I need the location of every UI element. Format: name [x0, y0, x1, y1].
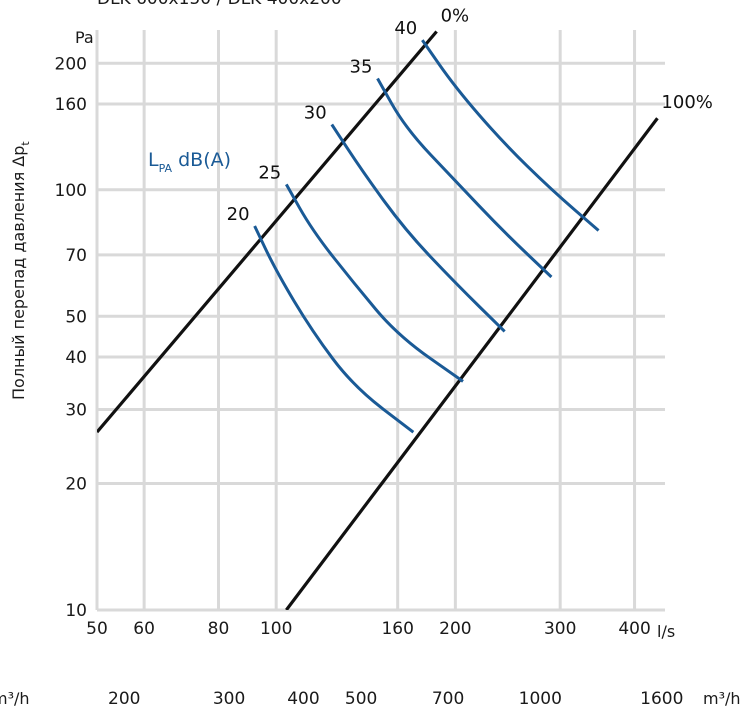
- grid: [95, 30, 665, 612]
- y-tick-label: 70: [65, 246, 87, 266]
- x-tick-label: 160: [381, 619, 413, 639]
- y-axis-label-main: Полный перепад давления Δp: [9, 146, 28, 400]
- series-label: 20: [227, 204, 250, 225]
- y-unit-label: Pa: [75, 28, 94, 47]
- y-axis-label-sub: t: [19, 141, 32, 146]
- series-label: 40: [394, 18, 417, 39]
- x-tick-label: 50: [86, 619, 108, 639]
- damper-line: [97, 30, 438, 434]
- series-line: [330, 123, 506, 333]
- y-tick-label: 30: [65, 401, 87, 421]
- x2-tick-label: 300: [213, 689, 245, 709]
- x2-tick-label: 700: [432, 689, 464, 709]
- x-tick-label: 60: [133, 619, 155, 639]
- damper-label: 0%: [441, 6, 470, 27]
- series-line: [253, 225, 415, 434]
- x2-unit-label-left: m³/h: [0, 689, 30, 708]
- chart-title: DLK 600x150 / DLK 400x200: [97, 0, 342, 9]
- x-unit-label: l/s: [657, 622, 675, 641]
- damper-line: [285, 117, 659, 610]
- x-tick-label: 300: [544, 619, 576, 639]
- x2-tick-label: 200: [108, 689, 140, 709]
- legend-main: L: [148, 149, 159, 171]
- series-label: 25: [258, 162, 281, 183]
- x2-tick-label: 500: [345, 689, 377, 709]
- tick-labels: 50 60 80 100 160 200 300 400 10 20 30 40 50 70 100 160 2…: [55, 54, 684, 709]
- x-tick-label: 200: [439, 619, 471, 639]
- y-tick-label: 40: [65, 348, 87, 368]
- legend-suffix: dB(A): [172, 149, 231, 171]
- x2-tick-label: 1600: [640, 689, 683, 709]
- y-tick-label: 160: [55, 95, 87, 115]
- x2-unit-label: m³/h: [703, 689, 741, 708]
- y-tick-label: 50: [65, 307, 87, 327]
- x2-tick-label: 1000: [519, 689, 562, 709]
- y-axis-label: Полный перепад давления Δpt: [9, 141, 32, 400]
- x-tick-label: 80: [208, 619, 230, 639]
- series-line: [285, 183, 464, 383]
- x2-tick-label: 400: [287, 689, 319, 709]
- y-tick-label: 100: [55, 181, 87, 201]
- damper-label: 100%: [661, 92, 712, 113]
- legend-label: LPA dB(A): [148, 149, 231, 175]
- x-tick-label: 400: [618, 619, 650, 639]
- y-tick-label: 200: [55, 54, 87, 74]
- series-line: [421, 39, 600, 232]
- lines: [97, 30, 659, 610]
- y-tick-label: 10: [65, 601, 87, 621]
- series-label: 30: [304, 102, 327, 123]
- x-tick-label: 100: [260, 619, 292, 639]
- series-label: 35: [350, 56, 373, 77]
- curve-labels: 0% 100% 20 25 30 35 40: [227, 6, 713, 225]
- y-tick-label: 20: [65, 474, 87, 494]
- legend-sub: PA: [159, 162, 173, 175]
- series-line: [376, 77, 553, 279]
